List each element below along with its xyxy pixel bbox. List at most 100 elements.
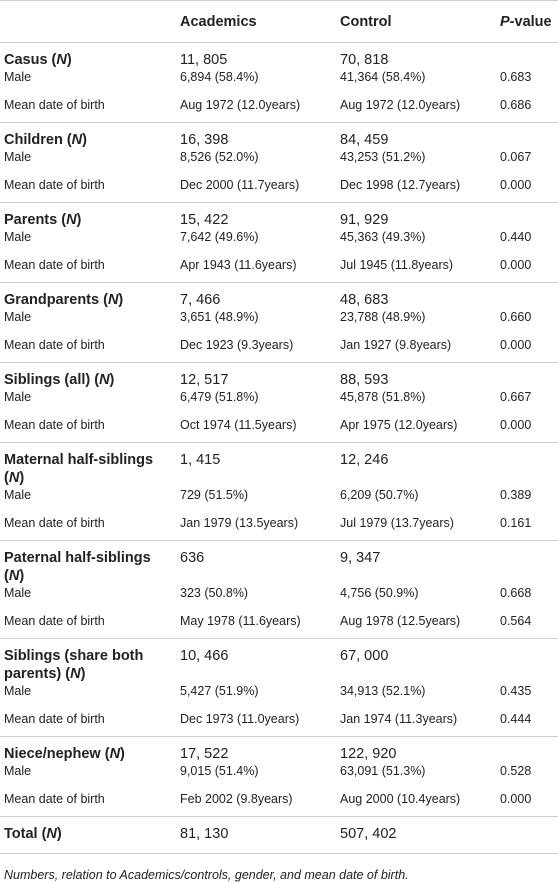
count-cell: 7, 466 [180,292,221,308]
value-cell: 0.444 [494,703,558,737]
value-cell: 0.067 [500,150,532,164]
count-cell: 507, 402 [334,816,494,854]
value-cell: 0.000 [494,169,558,203]
value-cell: 0.686 [494,89,558,123]
value-cell: 7,642 (49.6%) [180,230,259,244]
count-cell: 15, 422 [180,212,229,228]
row-label: Male [4,70,32,84]
row-label: Mean date of birth [0,783,174,817]
row-label: Male [4,764,32,778]
detail-row: Male 7,642 (49.6%) 45,363 (49.3%) 0.440 [0,229,558,249]
value-cell: 43,253 (51.2%) [340,150,426,164]
value-cell: Jan 1974 (11.3years) [334,703,494,737]
value-cell: 0.000 [494,329,558,363]
count-cell: 48, 683 [340,292,389,308]
value-cell: Apr 1943 (11.6years) [174,249,334,283]
group-row: Siblings (share both parents) (N) 10, 466… [0,639,558,684]
group-label: Total (N) [0,816,174,854]
detail-row: Male 3,651 (48.9%) 23,788 (48.9%) 0.660 [0,309,558,329]
group-label: Casus (N) [0,43,174,70]
group-row: Niece/nephew (N) 17, 522 122, 920 [0,737,558,764]
value-cell: Dec 1923 (9.3years) [174,329,334,363]
value-cell: 0.000 [494,783,558,817]
detail-row: Mean date of birth Dec 2000 (11.7years) De… [0,169,558,203]
row-label: Male [4,150,32,164]
text-run: Casus ( [4,52,57,68]
count-cell: 12, 246 [340,452,389,468]
value-cell: 0.161 [494,507,558,541]
value-cell: 0.389 [500,488,532,502]
row-label: Mean date of birth [0,89,174,123]
group-label: Children (N) [0,123,174,150]
detail-row: Mean date of birth Oct 1974 (11.5years) Ap… [0,409,558,443]
detail-row: Mean date of birth Aug 1972 (12.0years) Au… [0,89,558,123]
row-label: Mean date of birth [0,169,174,203]
empty-cell [494,283,558,310]
total-row: Total (N) 81, 130 507, 402 [0,816,558,854]
value-cell: 63,091 (51.3%) [340,764,426,778]
group-label: Siblings (all) (N) [0,363,174,390]
count-cell: 16, 398 [180,132,229,148]
header-cell: P-value [494,0,558,43]
text-run: ) [66,52,72,68]
text-run: ) [118,292,124,308]
value-cell: Aug 2000 (10.4years) [334,783,494,817]
count-cell: 1, 415 [180,452,221,468]
group-label: Grandparents (N) [0,283,174,310]
text-run: -value [509,14,552,30]
value-cell: 0.667 [500,390,532,404]
count-cell: 17, 522 [180,746,229,762]
row-label: Mean date of birth [0,703,174,737]
text-run: Parents ( [4,212,67,228]
text-run: P [500,14,510,30]
detail-row: Mean date of birth Dec 1923 (9.3years) Jan… [0,329,558,363]
header-cell: Academics [174,0,334,43]
text-run: N [109,746,121,762]
text-run: ) [19,568,25,584]
value-cell: 323 (50.8%) [180,586,249,600]
text-run: Siblings (share both parents) ( [4,648,144,682]
count-cell: 81, 130 [174,816,334,854]
group-row: Paternal half-siblings (N) 636 9, 347 [0,541,558,586]
value-cell: Aug 1978 (12.5years) [334,605,494,639]
text-run: Niece/nephew ( [4,746,110,762]
value-cell: Jan 1979 (13.5years) [174,507,334,541]
row-label: Mean date of birth [0,409,174,443]
value-cell: 6,479 (51.8%) [180,390,259,404]
value-cell: 729 (51.5%) [180,488,249,502]
group-label: Maternal half-siblings (N) [0,443,174,488]
text-run: N [56,52,67,68]
header-cell [0,0,174,43]
count-cell: 12, 517 [180,372,229,388]
value-cell: Dec 1998 (12.7years) [334,169,494,203]
count-cell: 636 [180,550,205,566]
count-cell: 11, 805 [180,52,228,68]
count-cell: 10, 466 [180,648,229,664]
empty-cell [494,541,558,586]
text-run: N [70,666,81,682]
value-cell: 45,878 (51.8%) [340,390,426,404]
value-cell: 0.435 [500,684,532,698]
value-cell: Aug 1972 (12.0years) [334,89,494,123]
value-cell: 9,015 (51.4%) [180,764,259,778]
value-cell: 4,756 (50.9%) [340,586,419,600]
row-label: Mean date of birth [0,249,174,283]
row-label: Male [4,684,32,698]
header-row: Academics Control P-value [0,0,558,43]
value-cell: Feb 2002 (9.8years) [174,783,334,817]
header-cell: Control [334,0,494,43]
count-cell: 88, 593 [340,372,389,388]
empty-cell [494,443,558,488]
row-label: Male [4,230,32,244]
text-run: N [46,826,57,842]
empty-cell [494,737,558,764]
value-cell: 41,364 (58.4%) [340,70,426,84]
row-label: Male [4,488,32,502]
value-cell: Apr 1975 (12.0years) [334,409,494,443]
value-cell: 0.528 [500,764,532,778]
detail-row: Male 6,894 (58.4%) 41,364 (58.4%) 0.683 [0,69,558,89]
row-label: Mean date of birth [0,329,174,363]
text-run: N [99,372,110,388]
detail-row: Mean date of birth May 1978 (11.6years) Au… [0,605,558,639]
